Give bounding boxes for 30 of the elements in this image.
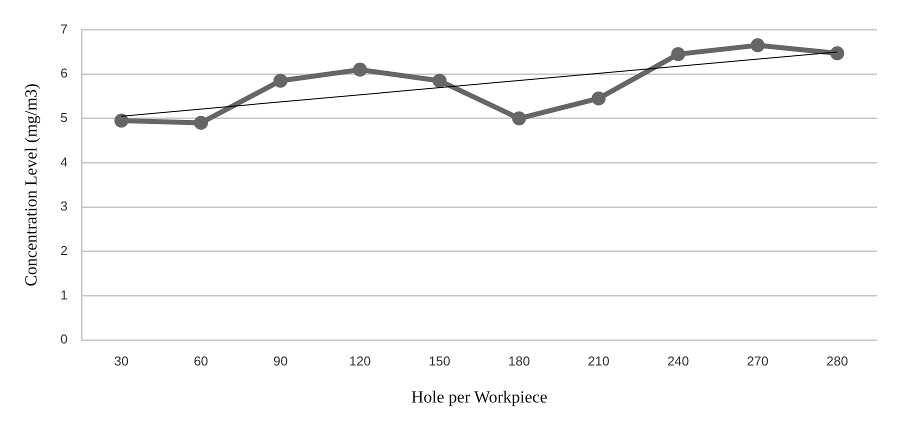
- point: [592, 91, 606, 106]
- x-tick-label: 60: [194, 353, 208, 368]
- x-tick-label: 180: [508, 353, 530, 368]
- point: [114, 114, 128, 128]
- x-tick-label: 120: [349, 353, 371, 368]
- y-tick-label: 1: [60, 287, 68, 302]
- y-axis-title: Concentration Level (mg/m3): [22, 83, 41, 286]
- x-tick-label: 240: [667, 353, 690, 368]
- x-tick-label: 30: [114, 353, 129, 368]
- point: [432, 74, 447, 88]
- x-tick-label: 210: [588, 353, 610, 368]
- point: [671, 47, 686, 62]
- point: [512, 111, 526, 126]
- x-tick-label: 150: [428, 353, 450, 368]
- point: [830, 46, 844, 60]
- y-tick-label: 4: [60, 154, 68, 170]
- point: [273, 74, 288, 88]
- point: [353, 62, 368, 77]
- y-tick-label: 7: [60, 21, 68, 36]
- x-tick-label: 280: [826, 353, 848, 368]
- y-tick-label: 2: [60, 242, 68, 258]
- point: [194, 116, 208, 130]
- point: [750, 38, 765, 52]
- x-tick-label: 90: [273, 353, 288, 368]
- y-tick-label: 5: [60, 110, 68, 126]
- x-axis-title: Hole per Workpiece: [411, 387, 548, 406]
- x-tick-label: 270: [746, 353, 769, 368]
- y-tick-label: 6: [60, 66, 68, 81]
- y-tick-label: 0: [60, 332, 68, 347]
- y-tick-label: 3: [60, 198, 68, 214]
